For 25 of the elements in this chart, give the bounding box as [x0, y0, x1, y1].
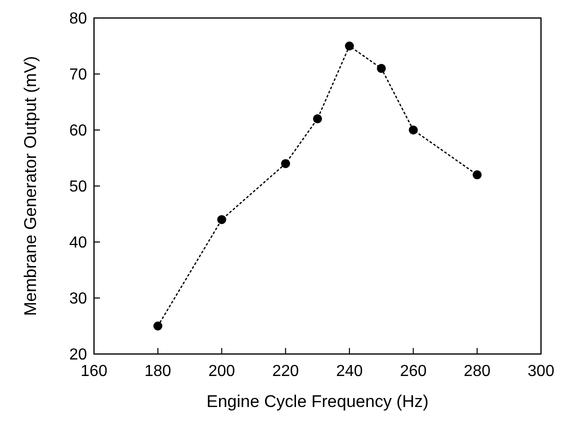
y-tick-label: 40 — [69, 234, 88, 252]
x-tick-label: 220 — [272, 363, 300, 380]
x-tick-label: 180 — [144, 363, 172, 380]
point — [376, 64, 386, 73]
point — [313, 114, 322, 124]
x-tick-label: 260 — [400, 363, 427, 380]
point — [153, 322, 162, 330]
y-tick-label: 50 — [69, 178, 88, 196]
x-tick-label: 300 — [528, 363, 554, 380]
x-tick-label: 160 — [80, 363, 108, 380]
point — [472, 170, 482, 180]
x-tick-label: 280 — [464, 363, 491, 380]
x-tick-label: 200 — [208, 363, 236, 380]
point — [281, 159, 290, 168]
point — [408, 126, 418, 134]
y-axis-title: Membrane Generator Output (mV) — [21, 56, 40, 316]
y-tick-label: 80 — [69, 10, 88, 28]
y-tick-label: 20 — [69, 346, 88, 364]
x-tick-label: 240 — [336, 363, 363, 380]
point — [217, 215, 226, 224]
point — [344, 42, 354, 50]
x-axis-title: Engine Cycle Frequency (Hz) — [206, 392, 429, 411]
y-tick-label: 70 — [69, 66, 88, 84]
y-tick-label: 30 — [69, 290, 88, 308]
y-tick-label: 60 — [69, 122, 88, 140]
